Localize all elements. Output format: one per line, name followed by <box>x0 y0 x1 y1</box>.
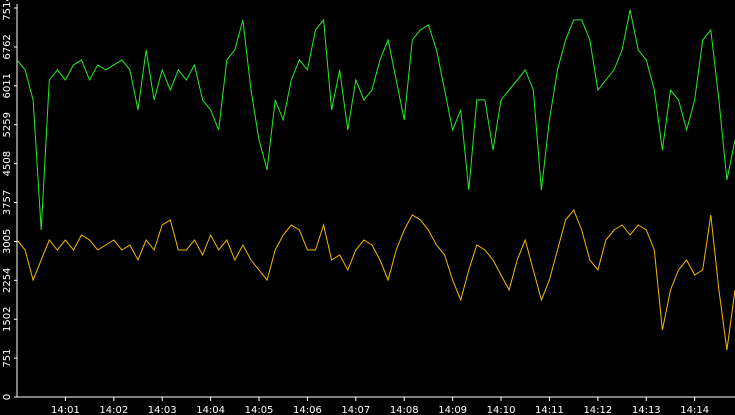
x-tick-label: 14:07 <box>341 405 370 415</box>
x-tick-label: 14:06 <box>293 405 322 415</box>
series-line <box>16 9 735 231</box>
x-tick-label: 14:12 <box>583 405 612 415</box>
y-tick-label: 7514 <box>2 0 13 21</box>
x-tick-label: 14:01 <box>51 405 80 415</box>
y-tick-label: 1502 <box>2 307 13 332</box>
y-tick-label: 751 <box>2 349 13 368</box>
y-tick-label: 5259 <box>2 112 13 137</box>
x-tick-label: 14:10 <box>487 405 516 415</box>
x-tick-label: 14:11 <box>535 405 564 415</box>
x-tick-label: 14:08 <box>390 405 419 415</box>
series-line <box>16 209 735 351</box>
y-tick-label: 6762 <box>2 34 13 59</box>
x-tick-label: 14:04 <box>196 405 225 415</box>
x-tick-label: 14:14 <box>680 405 709 415</box>
x-tick-label: 14:09 <box>438 405 467 415</box>
x-tick-label: 14:02 <box>99 405 128 415</box>
x-tick-label: 14:03 <box>148 405 177 415</box>
y-tick-label: 4508 <box>2 151 13 176</box>
y-tick-label: 3005 <box>2 229 13 254</box>
x-tick-label: 14:05 <box>245 405 274 415</box>
x-tick-label: 14:13 <box>632 405 661 415</box>
y-tick-label: 2254 <box>2 268 13 293</box>
y-tick-label: 0 <box>2 394 13 400</box>
y-tick-label: 6011 <box>2 73 13 98</box>
y-tick-label: 3757 <box>2 190 13 215</box>
